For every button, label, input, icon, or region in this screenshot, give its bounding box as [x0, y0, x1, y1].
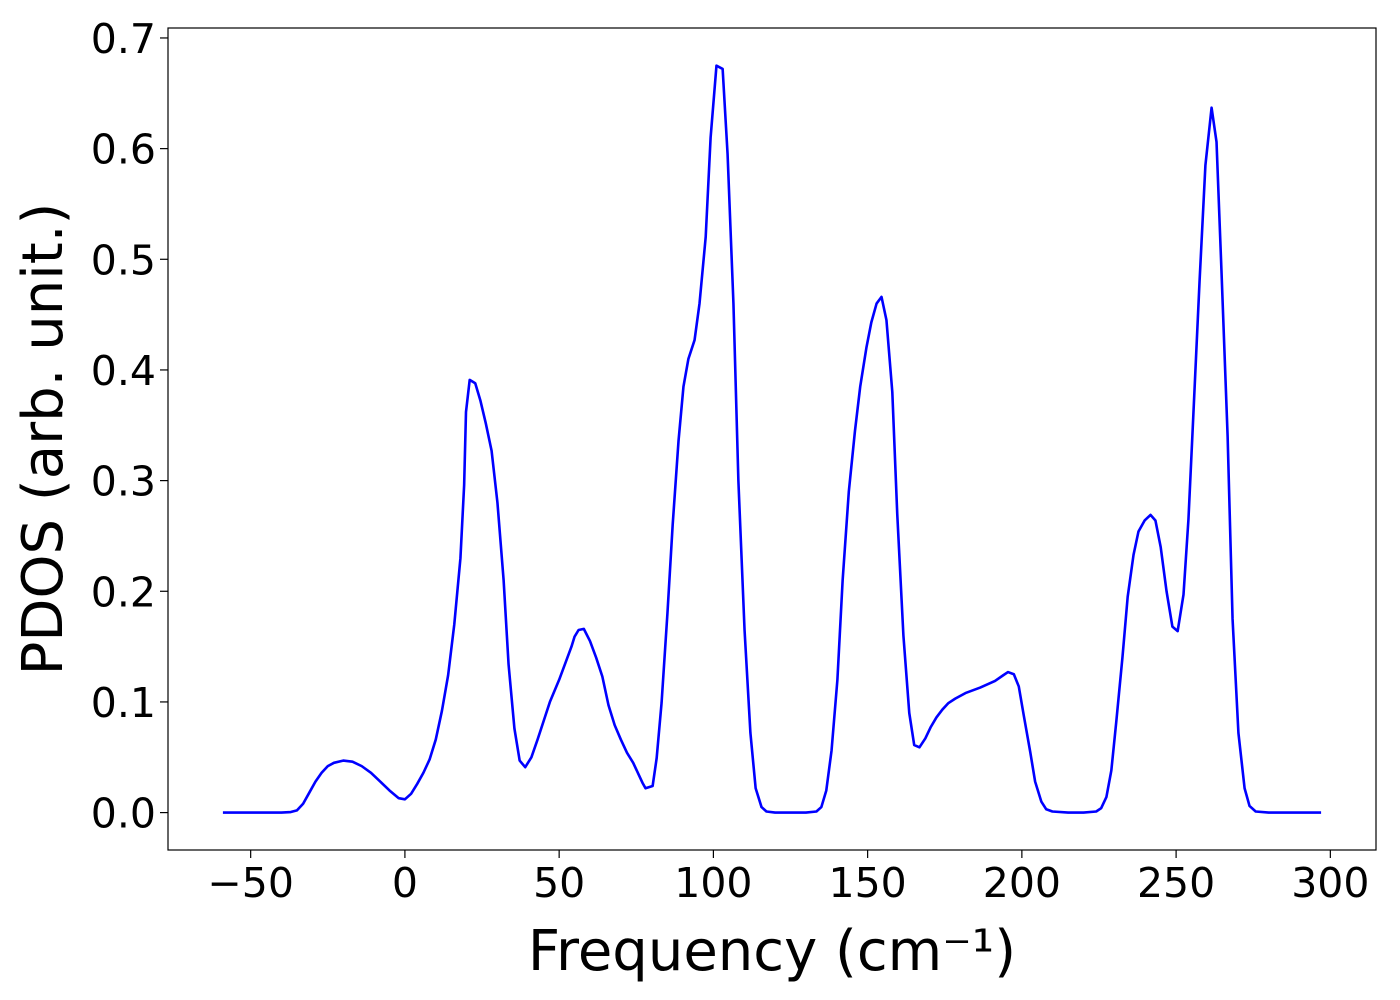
y-tick-label: 0.3	[91, 458, 156, 506]
pdos-line	[222, 64, 1322, 814]
x-tick-label: 250	[1137, 859, 1215, 907]
x-tick-label: 50	[533, 859, 585, 907]
y-tick-label: 0.6	[91, 126, 156, 174]
x-tick-label: 150	[828, 859, 906, 907]
y-tick-label: 0.4	[91, 347, 156, 395]
y-tick-label: 0.5	[91, 236, 156, 284]
y-tick-label: 0.7	[91, 15, 156, 63]
x-tick-label: 300	[1291, 859, 1369, 907]
x-tick-label: 100	[674, 859, 752, 907]
x-tick-label: 200	[983, 859, 1061, 907]
y-tick-label: 0.0	[91, 790, 156, 838]
x-tick-label: −50	[207, 859, 294, 907]
plot-frame	[167, 27, 1377, 851]
y-tick-label: 0.1	[91, 679, 156, 727]
y-axis-label: PDOS (arb. unit.)	[11, 203, 76, 676]
y-tick-label: 0.2	[91, 568, 156, 616]
x-tick-label: 0	[392, 859, 418, 907]
x-axis-label: Frequency (cm⁻¹)	[528, 919, 1016, 984]
